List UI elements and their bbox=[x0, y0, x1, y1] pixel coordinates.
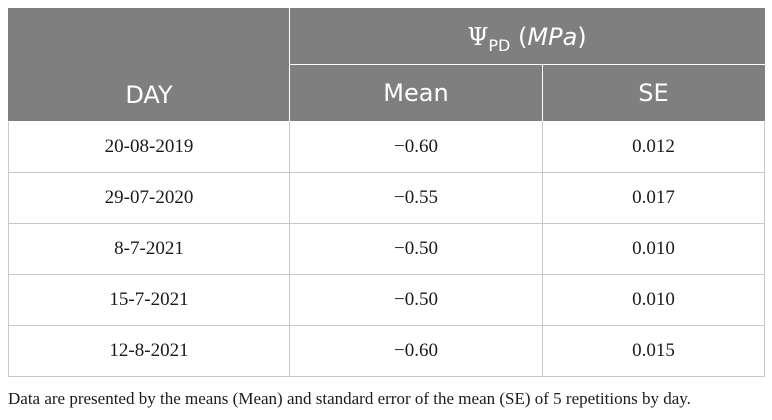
cell-mean: −0.55 bbox=[289, 172, 543, 224]
cell-se: 0.012 bbox=[541, 121, 766, 173]
header-row-group: DAY ΨPD (MPa) bbox=[8, 8, 766, 122]
column-group-header-psi: ΨPD (MPa) bbox=[288, 8, 766, 65]
cell-mean: −0.50 bbox=[289, 274, 543, 326]
unit-text: MPa bbox=[527, 22, 578, 51]
cell-day: 8-7-2021 bbox=[8, 223, 290, 275]
table-header: DAY ΨPD (MPa) Mean SE bbox=[8, 8, 766, 122]
table-row: 20-08-2019 −0.60 0.012 bbox=[8, 121, 766, 173]
cell-mean: −0.60 bbox=[289, 121, 543, 173]
table-row: 12-8-2021 −0.60 0.015 bbox=[8, 325, 766, 377]
cell-day: 15-7-2021 bbox=[8, 274, 290, 326]
column-header-day: DAY bbox=[8, 8, 290, 122]
table-footnote: Data are presented by the means (Mean) a… bbox=[8, 389, 691, 408]
cell-day: 20-08-2019 bbox=[8, 121, 290, 173]
cell-se: 0.010 bbox=[541, 223, 766, 275]
table-row: 8-7-2021 −0.50 0.010 bbox=[8, 223, 766, 275]
cell-day: 12-8-2021 bbox=[8, 325, 290, 377]
cell-mean: −0.50 bbox=[289, 223, 543, 275]
cell-day: 29-07-2020 bbox=[8, 172, 290, 224]
table-body: 20-08-2019 −0.60 0.012 29-07-2020 −0.55 … bbox=[8, 121, 766, 377]
unit-label: (MPa) bbox=[518, 23, 587, 51]
column-header-mean: Mean bbox=[289, 64, 543, 122]
unit-close-paren: ) bbox=[577, 22, 587, 51]
psi-subscript: PD bbox=[488, 35, 511, 55]
column-header-se: SE bbox=[541, 64, 766, 122]
cell-se: 0.015 bbox=[541, 325, 766, 377]
header-row-columns: Mean SE bbox=[9, 64, 766, 122]
cell-se: 0.010 bbox=[541, 274, 766, 326]
cell-mean: −0.60 bbox=[289, 325, 543, 377]
unit-open-paren: ( bbox=[518, 22, 528, 51]
psi-symbol: Ψ bbox=[467, 22, 489, 51]
cell-se: 0.017 bbox=[541, 172, 766, 224]
table-row: 15-7-2021 −0.50 0.010 bbox=[8, 274, 766, 326]
data-table: DAY ΨPD (MPa) Mean SE 20-08-2019 −0.60 0… bbox=[8, 8, 766, 377]
table-row: 29-07-2020 −0.55 0.017 bbox=[8, 172, 766, 224]
